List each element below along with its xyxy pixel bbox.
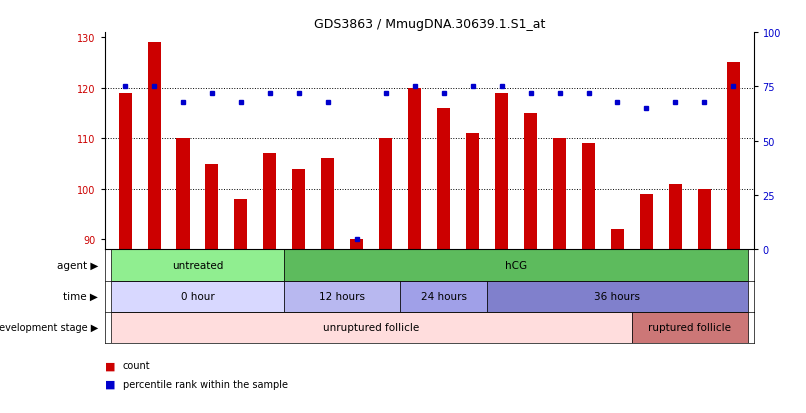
Bar [632,312,748,343]
Bar [524,114,537,250]
Bar [640,195,653,250]
Bar [611,230,624,250]
Text: untreated: untreated [172,260,223,271]
Bar [495,94,508,250]
Bar [147,43,160,250]
Bar [408,88,422,250]
Bar [206,164,218,250]
Bar [351,240,364,250]
Bar [322,159,334,250]
Text: 24 hours: 24 hours [421,291,467,301]
Bar [487,281,748,312]
Text: ■: ■ [105,361,115,370]
Text: unruptured follicle: unruptured follicle [323,322,419,332]
Bar [466,134,479,250]
Text: hCG: hCG [505,260,527,271]
Bar [110,250,285,281]
Text: 0 hour: 0 hour [181,291,214,301]
Text: percentile rank within the sample: percentile rank within the sample [123,379,288,389]
Bar [110,281,285,312]
Bar [285,250,748,281]
Bar [380,139,393,250]
Bar [727,63,740,250]
Text: 36 hours: 36 hours [595,291,641,301]
Bar [401,281,487,312]
Text: agent ▶: agent ▶ [57,260,98,271]
Bar [235,199,247,250]
Text: ruptured follicle: ruptured follicle [648,322,731,332]
Bar [553,139,566,250]
Text: development stage ▶: development stage ▶ [0,322,98,332]
Bar [118,94,131,250]
Bar [437,109,451,250]
Bar [293,169,305,250]
Bar [264,154,276,250]
Text: time ▶: time ▶ [64,291,98,301]
Bar [582,144,595,250]
Bar [177,139,189,250]
Bar [669,184,682,250]
Bar [698,189,711,250]
Title: GDS3863 / MmugDNA.30639.1.S1_at: GDS3863 / MmugDNA.30639.1.S1_at [314,17,545,31]
Text: ■: ■ [105,379,115,389]
Text: 12 hours: 12 hours [319,291,365,301]
Bar [285,281,401,312]
Bar [110,312,632,343]
Text: count: count [123,361,150,370]
